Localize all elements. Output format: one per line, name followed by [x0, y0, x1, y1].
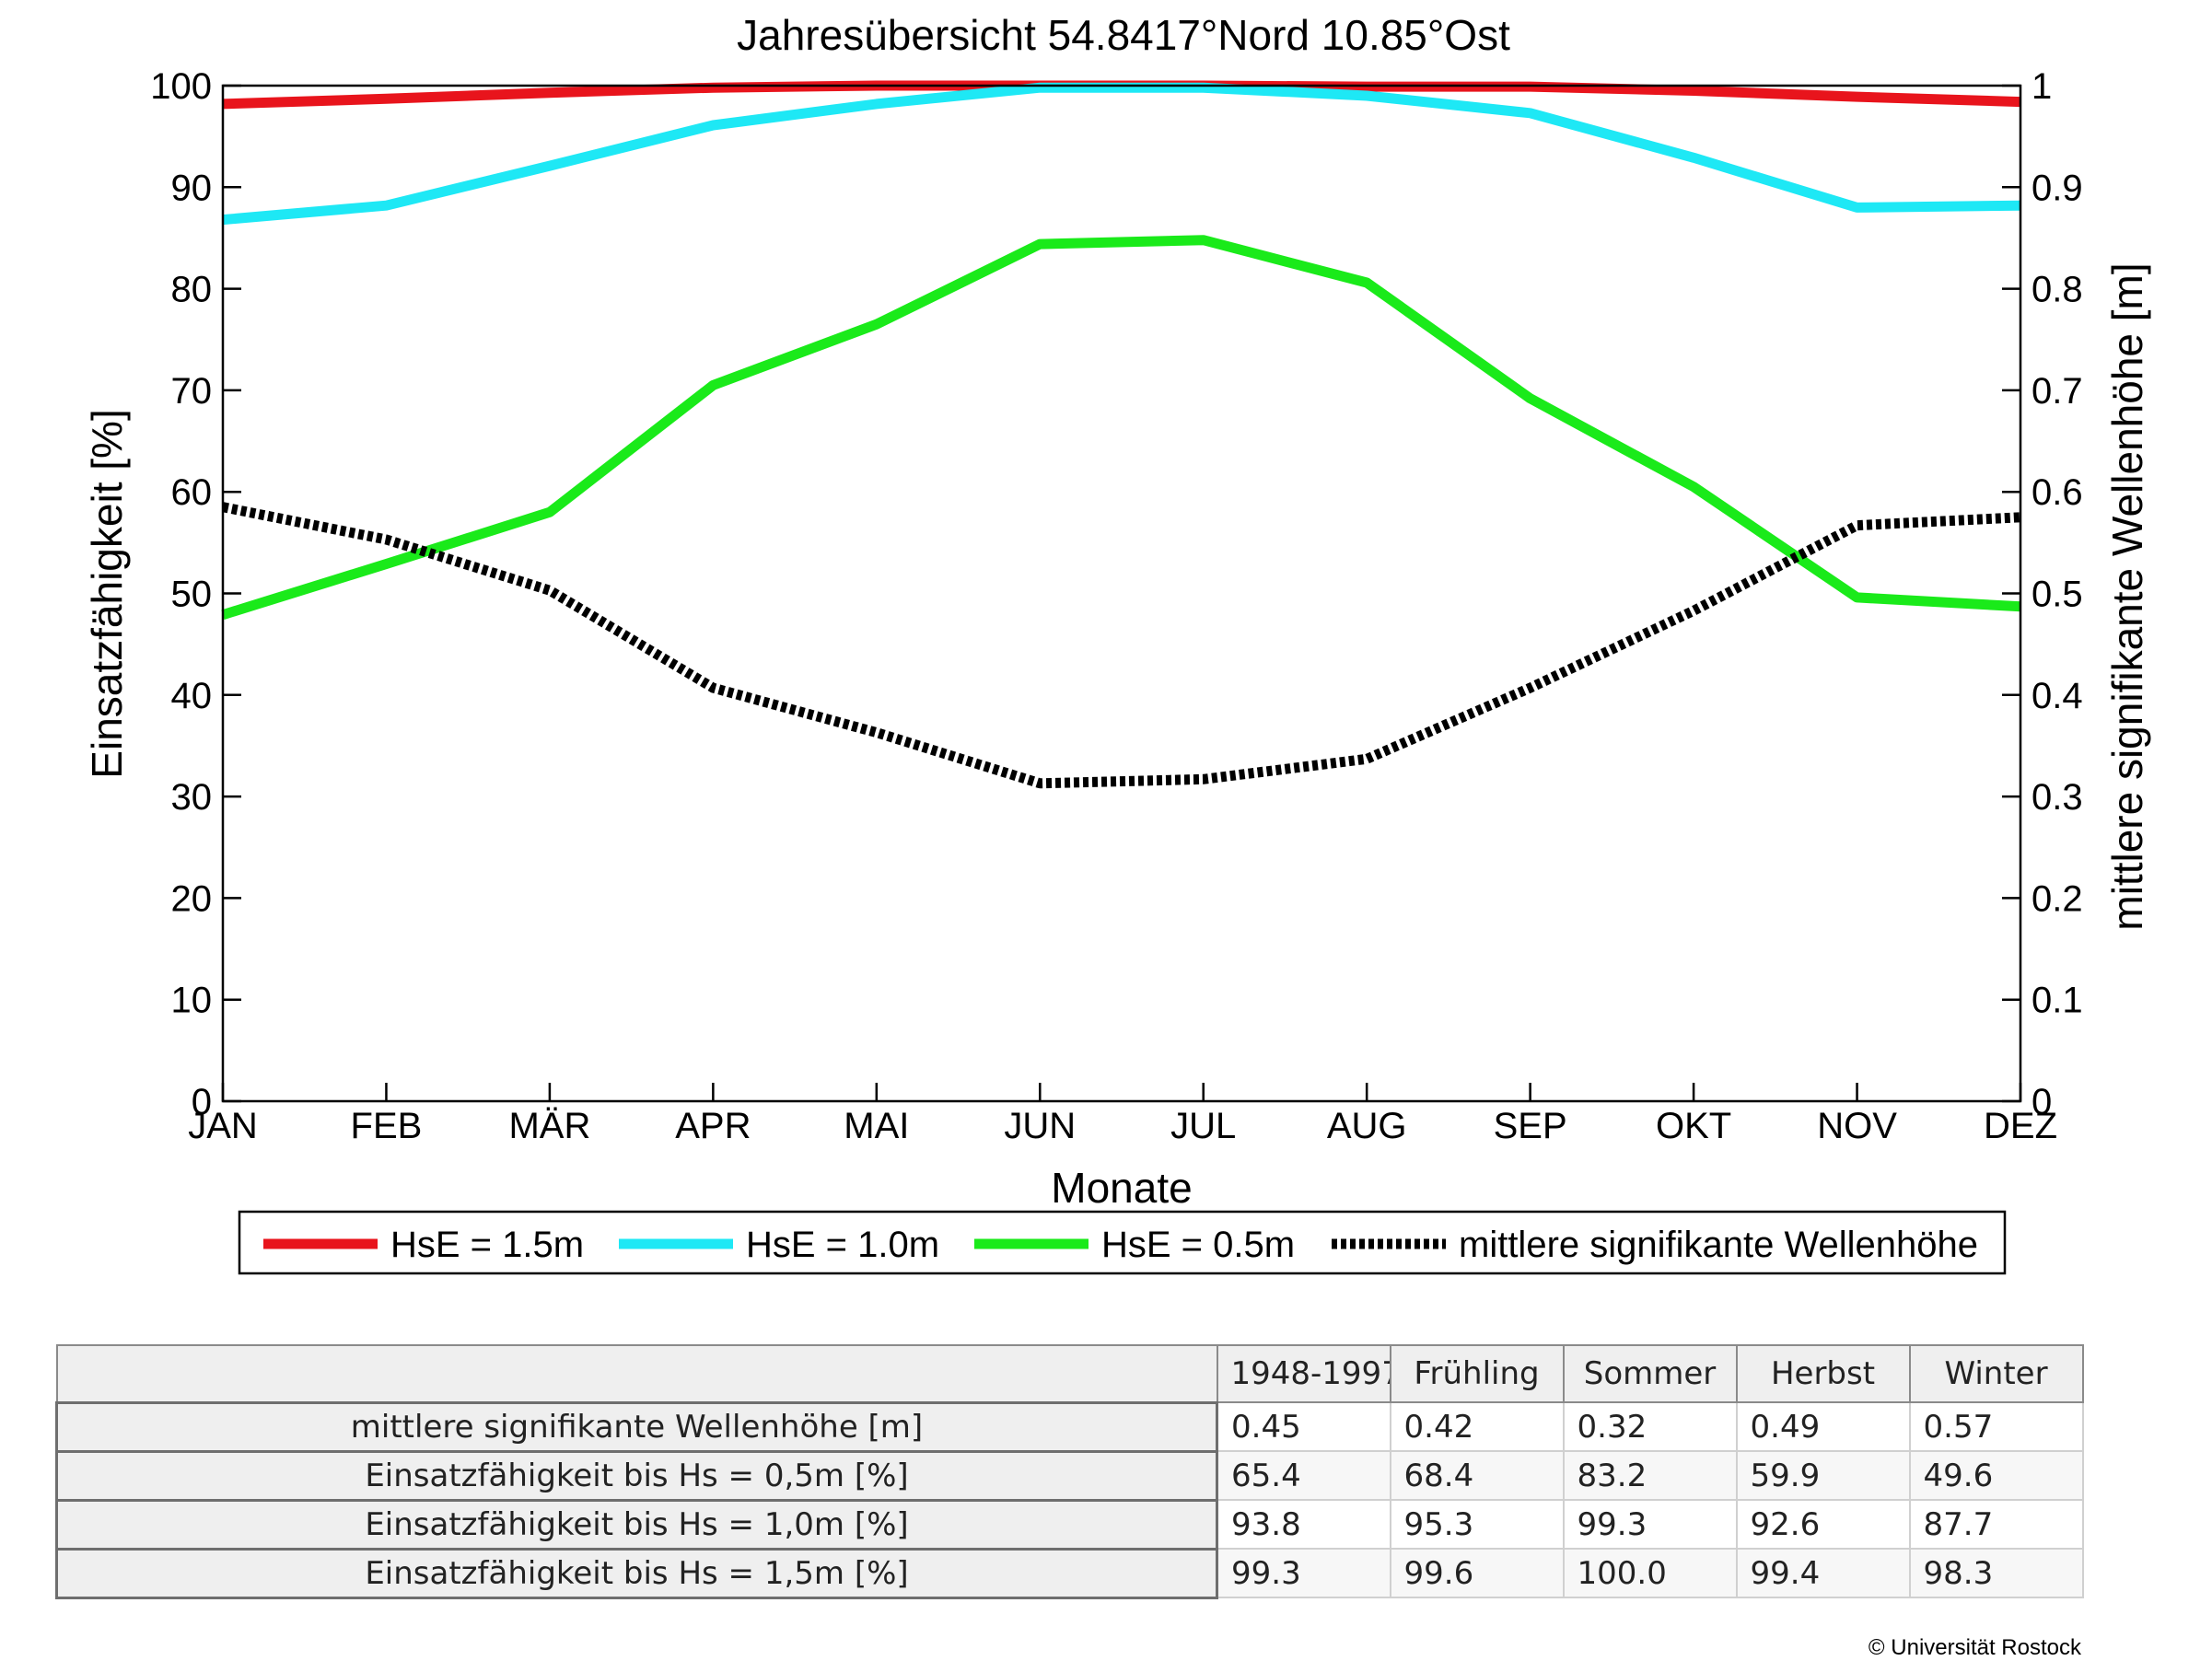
x-tick-label: NOV [1817, 1106, 1897, 1146]
series-line-2 [222, 82, 2021, 226]
y-tick-label: 30 [171, 777, 213, 818]
legend-box [238, 1210, 2007, 1275]
y2-tick-label: 0.7 [2032, 371, 2083, 412]
table-header-cell: Winter [1908, 1344, 2084, 1403]
table-cell: 49.6 [1908, 1450, 2084, 1501]
y2-tick-label: 0.4 [2032, 676, 2083, 716]
y-tick-label: 10 [171, 981, 213, 1021]
y-tick-label: 50 [171, 575, 213, 615]
table-header-cell: Herbst [1735, 1344, 1911, 1403]
y-tick-label: 0 [192, 1082, 212, 1122]
y2-tick-label: 0.8 [2032, 270, 2083, 310]
y2-tick-label: 0.3 [2032, 777, 2083, 818]
y-tick-label: 60 [171, 472, 213, 513]
y2-axis-label: mittlere signifikante Wellenhöhe [m] [2103, 262, 2151, 930]
table-header-cell [55, 1344, 1218, 1403]
x-tick-label: JUL [1170, 1106, 1236, 1146]
x-axis-label: Monate [1051, 1164, 1192, 1212]
left-axis: 0 10 20 30 40 50 60 70 80 90 100 [150, 66, 241, 1122]
x-tick-label: APR [675, 1106, 751, 1146]
y2-tick-label: 0.2 [2032, 878, 2083, 919]
chart-title: Jahresübersicht 54.8417°Nord 10.85°Ost [737, 11, 1510, 59]
y-tick-label: 20 [171, 878, 213, 919]
table-cell: 0.57 [1908, 1401, 2084, 1452]
table-cell: 92.6 [1735, 1499, 1911, 1550]
y2-tick-label: 0.9 [2032, 168, 2083, 208]
x-tick-label: DEZ [1984, 1106, 2057, 1146]
x-tick-label: SEP [1494, 1106, 1567, 1146]
y-tick-label: 90 [171, 168, 213, 208]
legend-label-1: HsE = 1.5m [390, 1225, 584, 1265]
table-row-label: mittlere signifikante Wellenhöhe [m] [55, 1400, 1218, 1453]
table-cell: 95.3 [1389, 1499, 1565, 1550]
series-line-3 [221, 235, 2021, 620]
table-row: Einsatzfähigkeit bis Hs = 0,5m [%] 65.4 … [55, 1449, 2084, 1502]
table-cell: 0.49 [1735, 1401, 1911, 1452]
y2-tick-label: 0.1 [2032, 981, 2083, 1021]
series-layer [221, 80, 2021, 789]
table-header-row: 1948-1997 Frühling Sommer Herbst Winter [55, 1344, 2084, 1403]
table-cell: 99.3 [1562, 1499, 1738, 1550]
x-tick-label: JUN [1004, 1106, 1076, 1146]
table-row: mittlere signifikante Wellenhöhe [m] 0.4… [55, 1400, 2084, 1453]
series-line-4 [221, 502, 2021, 789]
table-row-label: Einsatzfähigkeit bis Hs = 0,5m [%] [55, 1449, 1218, 1502]
x-tick-label: MÄR [508, 1106, 590, 1146]
y2-tick-label: 1 [2032, 66, 2052, 107]
table-cell: 0.42 [1389, 1401, 1565, 1452]
table-header-cell: Sommer [1562, 1344, 1738, 1403]
summary-table: 1948-1997 Frühling Sommer Herbst Winter … [55, 1344, 2084, 1599]
table-row: Einsatzfähigkeit bis Hs = 1,5m [%] 99.3 … [55, 1547, 2084, 1599]
legend: HsE = 1.5m HsE = 1.0m HsE = 0.5m mittler… [238, 1210, 2007, 1275]
table-cell: 65.4 [1216, 1450, 1391, 1501]
table-row-label: Einsatzfähigkeit bis Hs = 1,0m [%] [55, 1498, 1218, 1551]
table-cell: 59.9 [1735, 1450, 1911, 1501]
y-tick-label: 80 [171, 270, 213, 310]
x-tick-label: JAN [188, 1106, 258, 1146]
legend-label-2: HsE = 1.0m [746, 1225, 939, 1265]
table-cell: 100.0 [1562, 1548, 1738, 1598]
copyright-notice: © Universität Rostock [1868, 1635, 2081, 1660]
table-cell: 87.7 [1908, 1499, 2084, 1550]
table-cell: 83.2 [1562, 1450, 1738, 1501]
x-axis: JAN FEB MÄR APR MAI JUN JUL AUG SEP OKT NOV DEZ [188, 1083, 2057, 1146]
table-cell: 0.45 [1216, 1401, 1391, 1452]
table-cell: 99.3 [1216, 1548, 1391, 1598]
table-cell: 68.4 [1389, 1450, 1565, 1501]
table-cell: 98.3 [1908, 1548, 2084, 1598]
table-cell: 99.4 [1735, 1548, 1911, 1598]
table-cell: 99.6 [1389, 1548, 1565, 1598]
x-tick-label: AUG [1327, 1106, 1407, 1146]
table-header-cell: Frühling [1389, 1344, 1565, 1403]
right-axis: 0 0.1 0.2 0.3 0.4 0.5 0.6 0.7 0.8 0.9 1 [2002, 66, 2083, 1122]
legend-label-3: HsE = 0.5m [1101, 1225, 1295, 1265]
table-cell: 93.8 [1216, 1499, 1391, 1550]
x-tick-label: MAI [844, 1106, 909, 1146]
y2-tick-label: 0.5 [2032, 575, 2083, 615]
table-row-label: Einsatzfähigkeit bis Hs = 1,5m [%] [55, 1547, 1218, 1599]
table-cell: 0.32 [1562, 1401, 1738, 1452]
x-tick-label: OKT [1656, 1106, 1731, 1146]
y-tick-label: 40 [171, 676, 213, 716]
y2-tick-label: 0.6 [2032, 472, 2083, 513]
legend-label-4: mittlere signifikante Wellenhöhe [1459, 1225, 1978, 1265]
y-tick-label: 100 [150, 66, 212, 107]
y2-tick-label: 0 [2032, 1082, 2052, 1122]
y-axis-label: Einsatzfähigkeit [%] [83, 409, 131, 778]
table-header-cell: 1948-1997 [1216, 1344, 1391, 1403]
y-tick-label: 70 [171, 371, 213, 412]
x-tick-label: FEB [351, 1106, 423, 1146]
table-row: Einsatzfähigkeit bis Hs = 1,0m [%] 93.8 … [55, 1498, 2084, 1551]
